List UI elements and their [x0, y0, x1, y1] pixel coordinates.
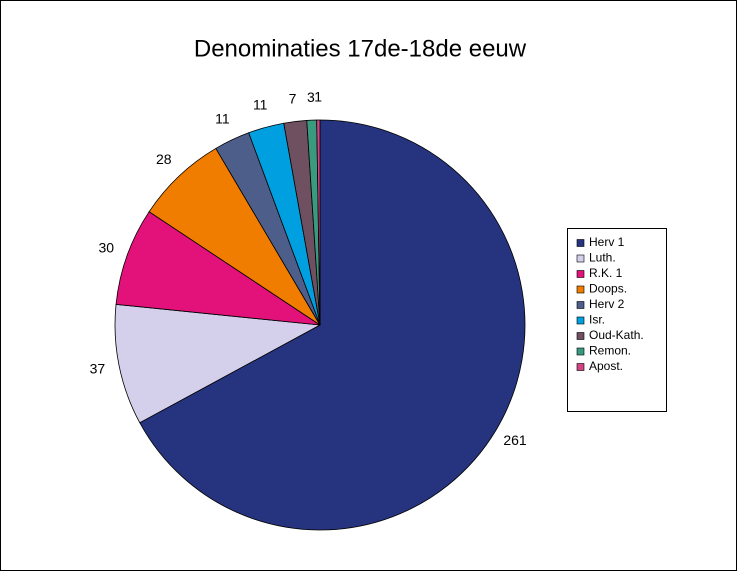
- data-label: 37: [90, 360, 106, 376]
- data-label: 7: [289, 90, 297, 106]
- data-label: 11: [253, 97, 268, 113]
- pie-slice: [316, 119, 321, 326]
- legend-label: Herv 1: [589, 235, 625, 249]
- data-label: 261: [503, 432, 527, 448]
- data-label: 11: [215, 111, 230, 127]
- pie-slice: [115, 211, 321, 326]
- legend-swatch: [576, 285, 585, 294]
- legend-label: Oud-Kath.: [589, 328, 644, 342]
- legend-swatch: [576, 347, 585, 356]
- legend-swatch: [576, 270, 585, 278]
- legend-label: R.K. 1: [589, 266, 623, 280]
- legend-swatch: [576, 239, 585, 247]
- legend-swatch: [576, 316, 585, 325]
- chart-title: Denominaties 17de-18de eeuw: [194, 35, 527, 62]
- legend-label: Apost.: [589, 359, 623, 373]
- data-label: 28: [156, 151, 172, 167]
- pie-slice: [139, 119, 526, 531]
- data-label: 30: [98, 239, 114, 255]
- pie-slice: [114, 303, 322, 424]
- legend-swatch: [576, 363, 585, 371]
- legend-label: Remon.: [589, 344, 631, 358]
- legend-swatch: [576, 254, 585, 263]
- legend-label: Doops.: [589, 282, 627, 296]
- data-label: 1: [314, 89, 322, 105]
- legend-label: Luth.: [589, 251, 616, 265]
- legend-swatch: [576, 301, 585, 309]
- data-label: 3: [307, 89, 315, 105]
- legend-label: Herv 2: [589, 297, 625, 311]
- legend-label: Isr.: [589, 313, 605, 327]
- legend-swatch: [576, 332, 585, 340]
